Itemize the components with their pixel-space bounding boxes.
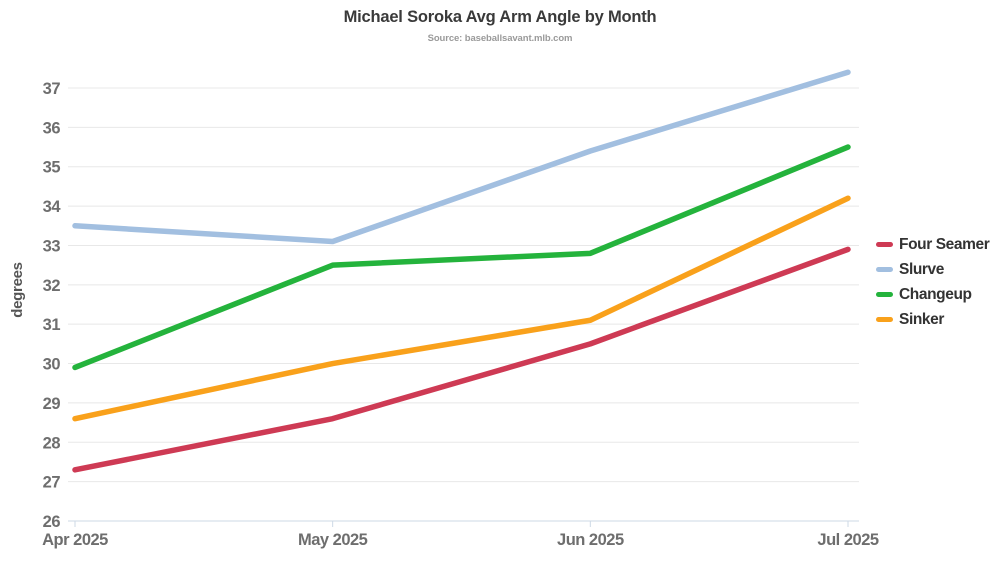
legend-label: Sinker bbox=[899, 310, 944, 328]
legend-item-slurve[interactable]: Slurve bbox=[876, 257, 989, 282]
x-tick-label: Jul 2025 bbox=[817, 531, 878, 549]
series-layer bbox=[72, 69, 851, 473]
series-line-changeup bbox=[72, 144, 851, 371]
y-tick-label: 33 bbox=[43, 237, 61, 255]
legend-item-sinker[interactable]: Sinker bbox=[876, 307, 989, 332]
x-tick-label: Apr 2025 bbox=[42, 531, 108, 549]
legend-label: Four Seamer bbox=[899, 235, 990, 253]
legend-label: Slurve bbox=[899, 260, 944, 278]
chart-subtitle: Source: baseballsavant.mlb.com bbox=[427, 33, 573, 44]
series-line-sinker bbox=[72, 195, 851, 422]
y-tick-label: 32 bbox=[43, 277, 61, 295]
grid-layer bbox=[68, 87, 859, 522]
y-tick-label: 29 bbox=[43, 395, 61, 413]
y-tick-label: 36 bbox=[43, 119, 61, 137]
y-tick-label: 35 bbox=[43, 159, 61, 177]
sinker-legend-marker-icon bbox=[876, 317, 893, 322]
axis-layer: 26 27 28 29 30 31 32 33 34 35 36 37 Apr 2025 May 2025… bbox=[42, 80, 879, 549]
legend-item-four-seamer[interactable]: Four Seamer bbox=[876, 232, 990, 257]
y-tick-label: 30 bbox=[43, 356, 61, 374]
y-tick-label: 31 bbox=[43, 316, 61, 334]
legend: Four Seamer Slurve Changeup Sinker bbox=[876, 232, 990, 332]
y-tick-label: 26 bbox=[43, 513, 61, 531]
series-line-four-seamer bbox=[72, 246, 851, 473]
y-tick-label: 37 bbox=[43, 80, 61, 98]
chart-title: Michael Soroka Avg Arm Angle by Month bbox=[343, 8, 657, 26]
series-line-slurve bbox=[72, 69, 851, 245]
y-tick-label: 34 bbox=[43, 198, 62, 216]
legend-item-changeup[interactable]: Changeup bbox=[876, 282, 989, 307]
changeup-legend-marker-icon bbox=[876, 292, 893, 297]
four-seamer-legend-marker-icon bbox=[876, 242, 893, 247]
x-tick-label: May 2025 bbox=[298, 531, 368, 549]
y-tick-label: 28 bbox=[43, 434, 61, 452]
y-axis-title: degrees bbox=[9, 262, 26, 317]
y-tick-label: 27 bbox=[43, 474, 61, 492]
x-tick-label: Jun 2025 bbox=[557, 531, 624, 549]
legend-label: Changeup bbox=[899, 285, 972, 303]
slurve-legend-marker-icon bbox=[876, 267, 893, 272]
